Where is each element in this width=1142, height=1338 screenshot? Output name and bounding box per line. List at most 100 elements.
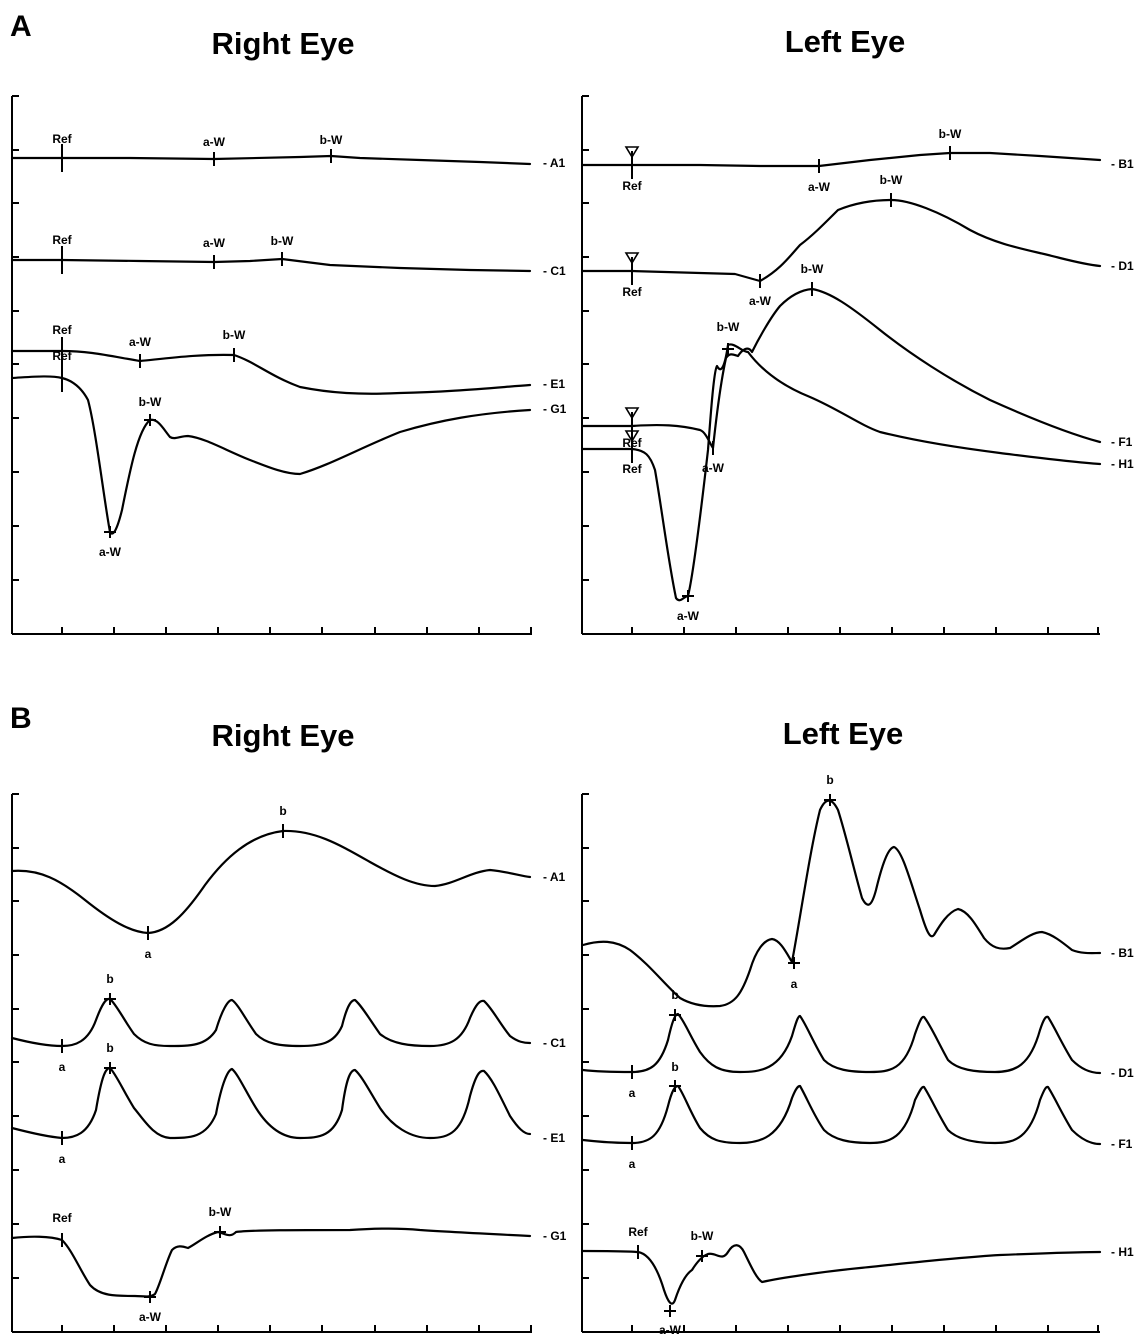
marker-label: b-W <box>939 127 962 141</box>
marker-b-w-a1: b-W <box>320 133 343 163</box>
marker-a-w-b1: a-W <box>808 159 831 194</box>
marker-label: a-W <box>139 1310 162 1324</box>
marker-b-a1: b <box>279 804 287 838</box>
marker-label: b-W <box>717 320 740 334</box>
marker-a-f1: a <box>629 1136 636 1171</box>
trace-label: - F1 <box>1111 435 1133 449</box>
marker-ref-b1: Ref <box>622 146 643 193</box>
marker-label: b <box>826 773 833 787</box>
marker-b-w-h1: b-W <box>691 1229 714 1262</box>
marker-a-w-c1: a-W <box>203 236 226 269</box>
axis-frame-b-right <box>11 793 532 1333</box>
trace-label: - A1 <box>543 870 566 884</box>
trace-label: - G1 <box>543 402 567 416</box>
marker-label: a <box>629 1086 636 1100</box>
marker-b-w-g1: b-W <box>209 1205 232 1238</box>
marker-ref-g1: Ref <box>52 349 73 392</box>
marker-label: a-W <box>702 461 725 475</box>
trace-label: - H1 <box>1111 1245 1134 1259</box>
trace-b-right-e1 <box>10 1066 532 1140</box>
marker-a-a1: a <box>145 926 152 961</box>
trace-label: - G1 <box>543 1229 567 1243</box>
marker-label: b <box>279 804 286 818</box>
trace-label: - D1 <box>1111 259 1134 273</box>
marker-ref-g1: Ref <box>52 1211 73 1247</box>
panel-title-a-left-eye: Left Eye <box>785 24 906 59</box>
marker-label: a-W <box>808 180 831 194</box>
trace-label: - B1 <box>1111 946 1134 960</box>
trace-label: - F1 <box>1111 1137 1133 1151</box>
axis-frame-a-left <box>581 95 1100 635</box>
trace-b-left-b1 <box>581 799 1102 1008</box>
marker-label: b-W <box>209 1205 232 1219</box>
marker-b-w-d1: b-W <box>880 173 903 207</box>
marker-b-d1: b <box>669 988 681 1021</box>
trace-a-right-a1 <box>10 154 532 166</box>
marker-label: a-W <box>659 1323 682 1337</box>
marker-label: b <box>671 988 678 1002</box>
axis-frame-b-left <box>581 793 1100 1333</box>
marker-label: b-W <box>139 395 162 409</box>
marker-label: a <box>629 1157 636 1171</box>
marker-a-w-a1: a-W <box>203 135 226 166</box>
marker-ref-c1: Ref <box>52 233 73 274</box>
marker-label: Ref <box>52 349 72 363</box>
trace-b-left-f1 <box>581 1084 1102 1146</box>
marker-b-w-g1: b-W <box>139 395 162 426</box>
marker-ref-d1: Ref <box>622 252 643 299</box>
panel-title-b-left-eye: Left Eye <box>783 716 904 751</box>
marker-ref-h1: Ref <box>622 430 643 476</box>
marker-label: Ref <box>52 132 72 146</box>
marker-label: a-W <box>203 135 226 149</box>
trace-a-right-e1 <box>10 349 532 395</box>
trace-label: - C1 <box>543 1036 566 1050</box>
marker-a-w-h1: a-W <box>659 1305 682 1337</box>
marker-label: a-W <box>99 545 122 559</box>
marker-b-c1: b <box>104 972 116 1005</box>
trace-label: - A1 <box>543 156 566 170</box>
section-letter-b: B <box>10 702 32 735</box>
trace-label: - E1 <box>543 1131 565 1145</box>
marker-a-w-f1: a-W <box>702 441 725 475</box>
panel-axes <box>11 95 1100 1333</box>
marker-label: a <box>145 947 152 961</box>
marker-label: Ref <box>622 179 642 193</box>
marker-a-e1: a <box>59 1131 66 1166</box>
marker-label: Ref <box>52 233 72 247</box>
trace-b-left-d1 <box>581 1012 1102 1075</box>
waveform-markers: - A1 Ref a-W b-W - C1 Ref a-W b-W - E1 Ref a-W b-W -… <box>52 127 1134 1337</box>
marker-label: b-W <box>223 328 246 342</box>
trace-b-left-h1 <box>581 1244 1102 1305</box>
trace-a-right-c1 <box>10 257 532 273</box>
trace-a-right-g1 <box>10 375 532 535</box>
trace-a-left-f1 <box>581 287 1102 450</box>
marker-a-w-e1: a-W <box>129 335 152 368</box>
trace-label: - B1 <box>1111 157 1134 171</box>
marker-b-w-f1: b-W <box>801 262 824 296</box>
marker-label: Ref <box>622 285 642 299</box>
ref-triangle-icon <box>624 430 640 443</box>
marker-label: a-W <box>129 335 152 349</box>
marker-a-w-h1: a-W <box>677 590 700 623</box>
marker-a-w-g1: a-W <box>99 526 122 559</box>
trace-label: - E1 <box>543 377 565 391</box>
marker-label: a-W <box>677 609 700 623</box>
marker-label: Ref <box>52 1211 72 1225</box>
panel-title-b-right-eye: Right Eye <box>212 718 355 753</box>
marker-label: b <box>106 1041 113 1055</box>
marker-label: a <box>59 1152 66 1166</box>
marker-label: a-W <box>203 236 226 250</box>
marker-a-w-g1: a-W <box>139 1291 162 1324</box>
trace-label: - H1 <box>1111 457 1134 471</box>
marker-label: a-W <box>749 294 772 308</box>
section-letter-a: A <box>10 10 32 43</box>
marker-label: b-W <box>801 262 824 276</box>
trace-label: - D1 <box>1111 1066 1134 1080</box>
ref-triangle-icon <box>624 252 640 265</box>
marker-b-e1: b <box>104 1041 116 1074</box>
marker-label: b-W <box>691 1229 714 1243</box>
axis-frame-a-right <box>11 95 532 635</box>
marker-b-b1: b <box>824 773 836 806</box>
marker-ref-a1: Ref <box>52 132 73 172</box>
